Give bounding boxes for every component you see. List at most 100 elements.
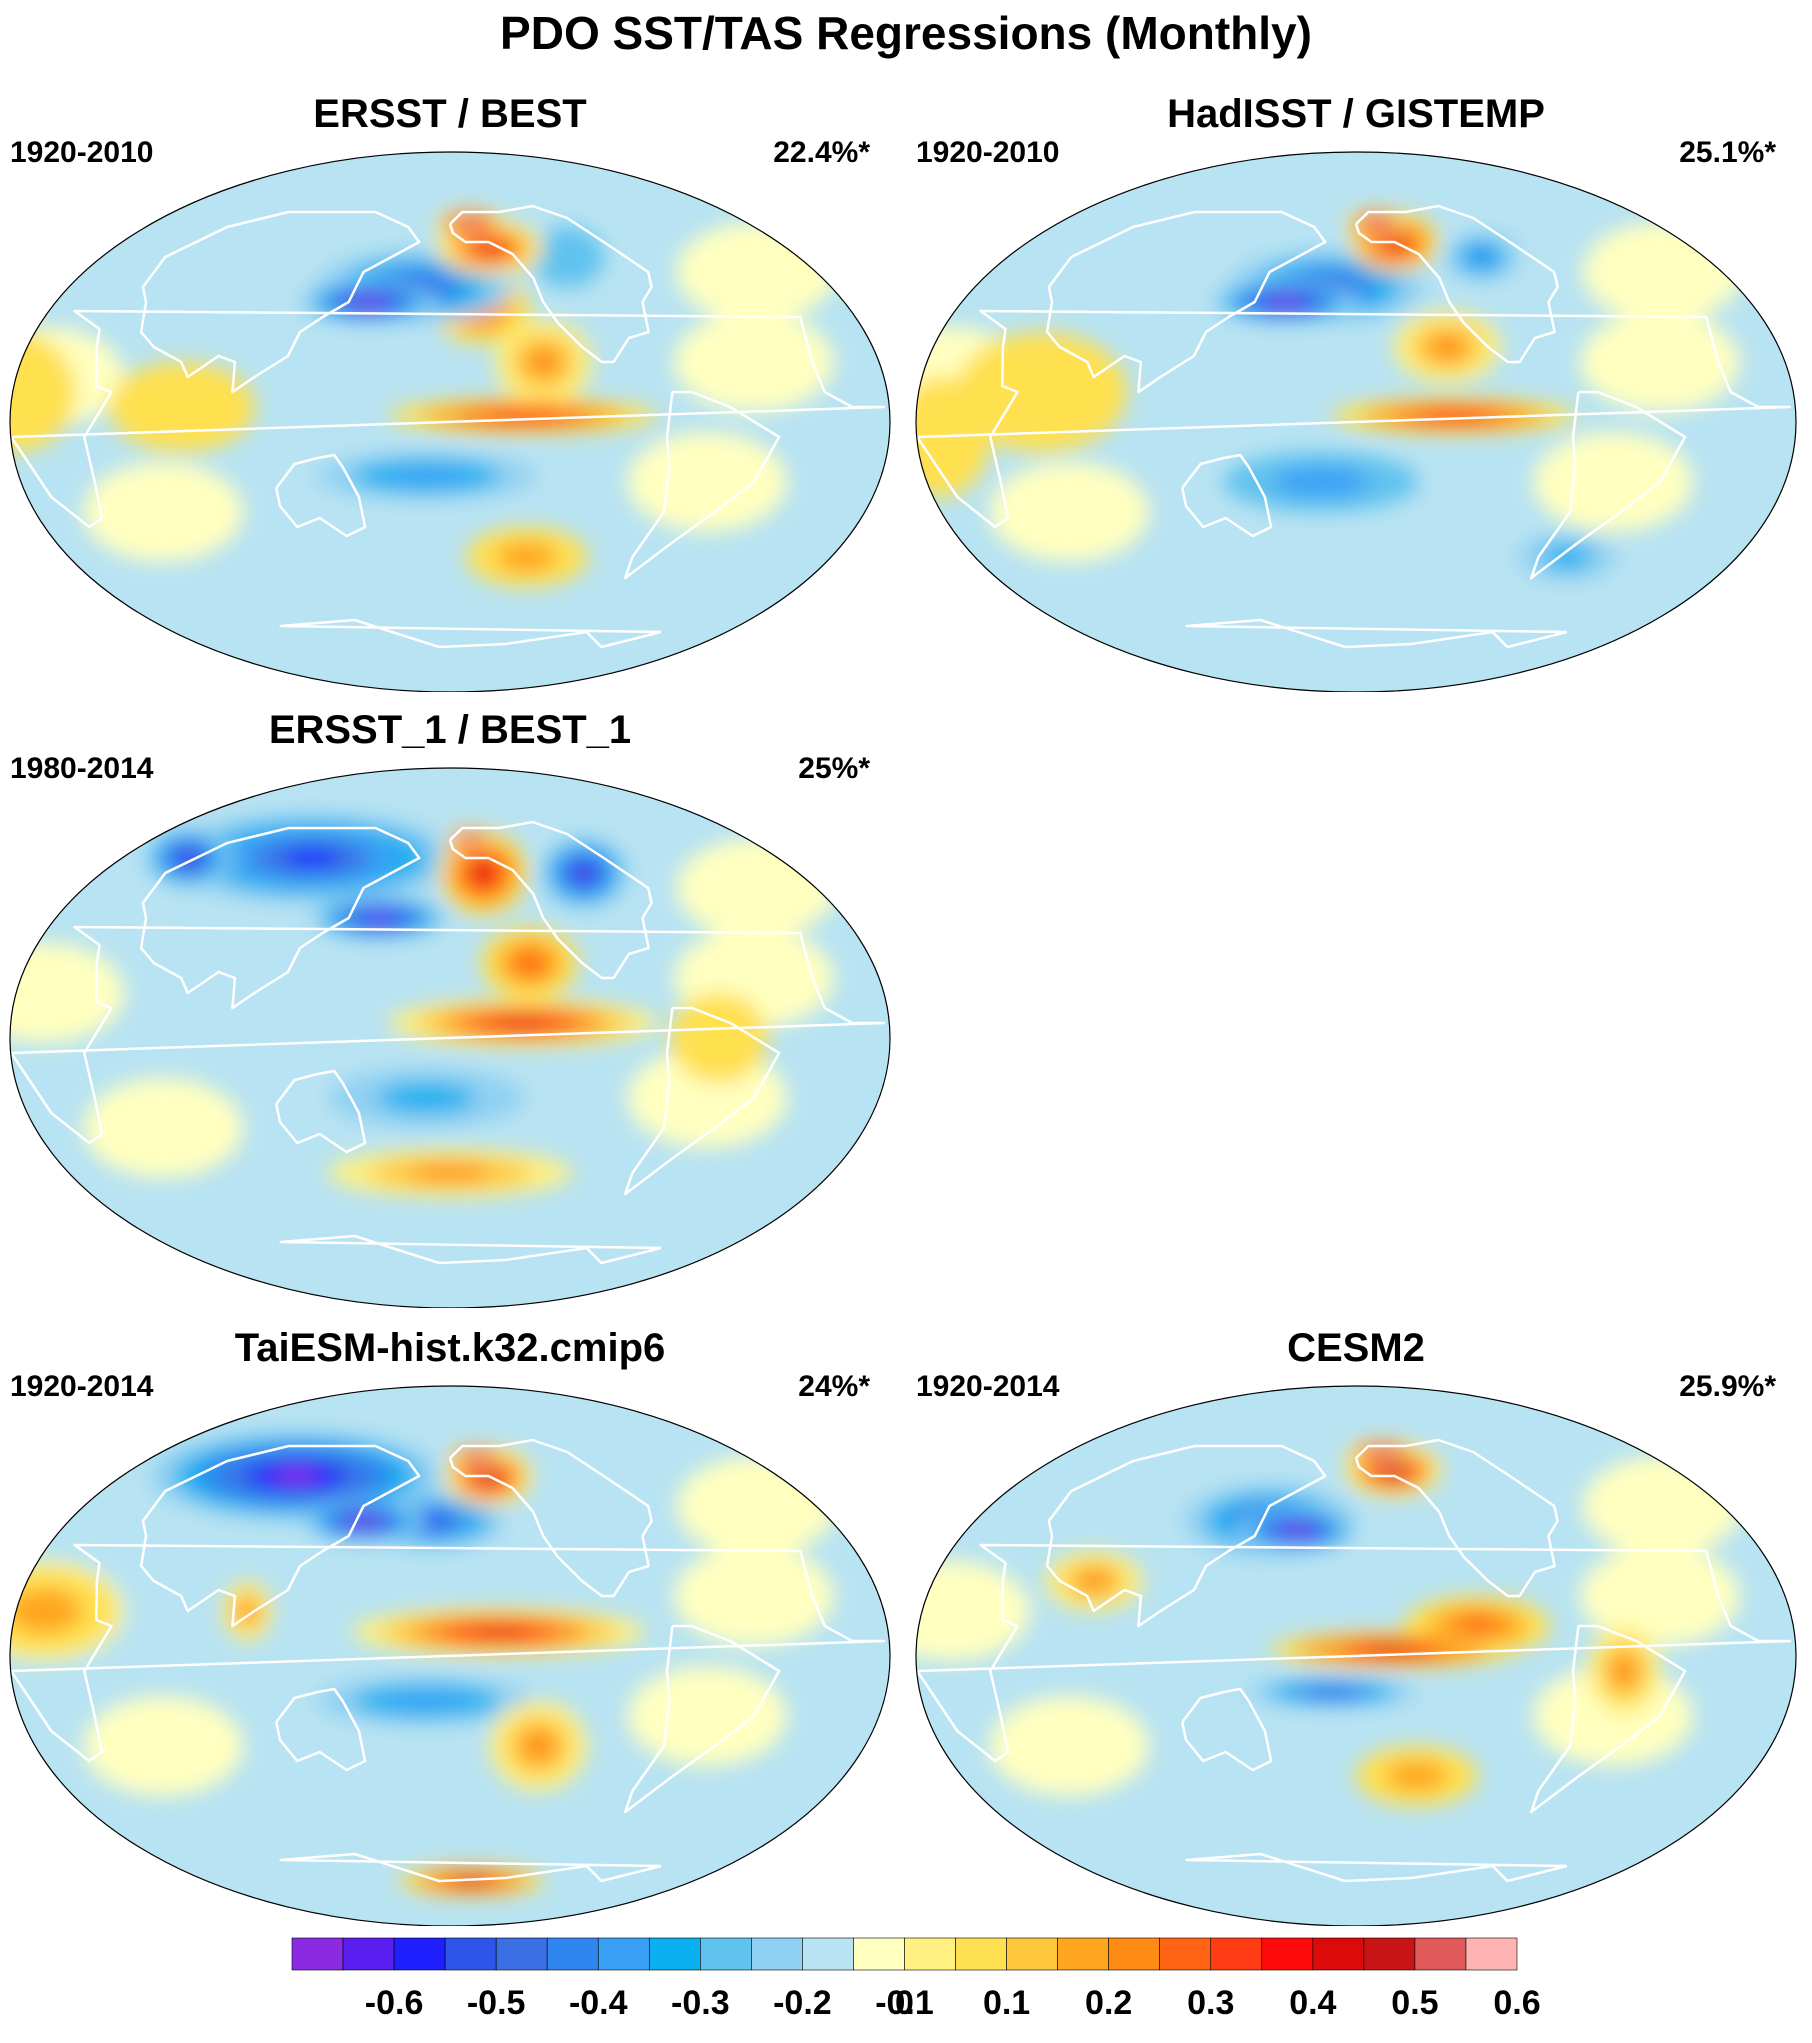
anomaly-contour — [1469, 249, 1494, 265]
coastline — [139, 826, 421, 1010]
coastline — [1185, 618, 1568, 649]
coastline — [448, 204, 653, 364]
map-border — [9, 1385, 891, 1926]
coastline — [279, 618, 662, 649]
colorbar-tick-label: -0.4 — [569, 1984, 628, 2022]
anomaly-contour — [530, 227, 604, 287]
anomaly-contour — [1286, 1526, 1307, 1534]
anomaly-contour — [10, 332, 76, 452]
anomaly-contour — [521, 1731, 555, 1761]
anomaly-patch — [673, 1546, 834, 1646]
coastline — [623, 1624, 781, 1814]
anomaly-contour — [1386, 1761, 1448, 1791]
colorbar-swatch — [1363, 1937, 1416, 1971]
coastline — [1529, 1624, 1687, 1814]
colorbar-tick-label: -0.6 — [365, 1984, 424, 2022]
map-panel-taiesm: TaiESM-hist.k32.cmip6 1920-2014 24%* — [0, 1326, 900, 1926]
colorbar-swatch — [751, 1937, 803, 1971]
coastline — [139, 210, 421, 394]
panel-title: ERSST_1 / BEST_1 — [268, 708, 632, 752]
coastline — [139, 1444, 421, 1628]
colorbar-swatch — [1057, 1937, 1109, 1971]
anomaly-patch — [1582, 222, 1743, 322]
colorbar-swatch — [393, 1937, 446, 1971]
map-border — [915, 151, 1797, 692]
colorbar-swatch — [495, 1937, 548, 1971]
world-map — [915, 151, 1797, 692]
coastline — [275, 453, 367, 538]
anomaly-contour — [409, 1165, 491, 1181]
colorbar-swatch — [853, 1937, 905, 1971]
coastline — [275, 1687, 367, 1772]
colorbar-swatch — [1261, 1937, 1314, 1971]
coastline — [279, 1852, 662, 1883]
colorbar-tick-label: 0.1 — [983, 1984, 1030, 2022]
anomaly-contour — [271, 1468, 321, 1484]
anomaly-contour — [239, 1601, 256, 1621]
colorbar-swatch — [955, 1937, 1007, 1971]
colorbar-swatch — [1159, 1937, 1212, 1971]
map-panel-ersst-best: ERSST / BEST 1920-2010 22.4%* — [0, 92, 900, 692]
anomaly-contour — [464, 836, 477, 844]
colorbar-tick-label: 0.3 — [1187, 1984, 1234, 2022]
anomaly-contour — [1452, 1616, 1502, 1636]
coastline — [1185, 1852, 1568, 1883]
colorbar-swatch — [1006, 1937, 1058, 1971]
colorbar-swatch — [700, 1937, 752, 1971]
map-panel-hadisst-gistemp: HadISST / GISTEMP 1920-2010 25.1%* — [906, 92, 1806, 692]
coastline — [448, 1438, 653, 1598]
anomaly-contour — [1310, 1688, 1354, 1696]
colorbar-tick-label: 0.6 — [1493, 1984, 1540, 2022]
colorbar-tick-label: 0.4 — [1289, 1984, 1336, 2022]
map-border — [9, 767, 891, 1308]
anomaly-patch — [1579, 312, 1740, 412]
coastline — [916, 1543, 1792, 1763]
colorbar-swatch — [802, 1937, 854, 1971]
coastline — [275, 1069, 367, 1154]
panel-period: 1920-2010 — [10, 136, 154, 169]
anomaly-patch — [916, 1561, 1031, 1661]
anomaly-contour — [469, 1627, 528, 1637]
anomaly-patch — [676, 222, 837, 322]
colorbar-swatch — [291, 1937, 344, 1971]
panel-title: TaiESM-hist.k32.cmip6 — [234, 1326, 666, 1370]
world-map — [915, 1385, 1797, 1926]
anomaly-contour — [282, 849, 341, 867]
colorbar-tick-label: -0.2 — [773, 1984, 832, 2022]
anomaly-contour — [10, 1588, 82, 1634]
coastline — [916, 309, 1792, 529]
coastline — [623, 1006, 781, 1196]
panel-title: HadISST / GISTEMP — [1167, 92, 1545, 136]
panel-variance: 25.9%* — [1679, 1370, 1776, 1403]
coastline — [1354, 204, 1559, 364]
anomaly-contour — [575, 865, 593, 881]
figure-title: PDO SST/TAS Regressions (Monthly) — [500, 7, 1312, 59]
coastline — [1181, 1687, 1273, 1772]
colorbar-swatch — [546, 1937, 599, 1971]
panel-variance: 25%* — [798, 752, 870, 785]
panel-variance: 22.4%* — [773, 136, 870, 169]
anomaly-contour — [1376, 1448, 1389, 1456]
map-border — [9, 151, 891, 692]
anomaly-contour — [367, 914, 391, 922]
coastline — [623, 390, 781, 580]
colorbar-swatch — [648, 1937, 701, 1971]
anomaly-contour — [1368, 1646, 1418, 1654]
anomaly-contour — [389, 468, 464, 484]
anomaly-patch — [83, 1078, 244, 1178]
colorbar-swatch — [1210, 1937, 1263, 1971]
colorbar-swatch — [904, 1937, 956, 1971]
coastline — [1354, 1438, 1559, 1598]
anomaly-contour — [1370, 220, 1383, 228]
anomaly-contour — [377, 1083, 476, 1113]
anomaly-contour — [527, 348, 560, 376]
coastline — [10, 309, 886, 529]
anomaly-contour — [1542, 545, 1592, 569]
anomaly-contour — [353, 1517, 374, 1525]
anomaly-patch — [989, 462, 1150, 562]
anomaly-contour — [1429, 335, 1466, 359]
anomaly-patch — [676, 838, 837, 938]
colorbar-swatch — [597, 1937, 650, 1971]
colorbar-swatch — [444, 1937, 497, 1971]
colorbar-swatch — [1465, 1937, 1518, 1971]
